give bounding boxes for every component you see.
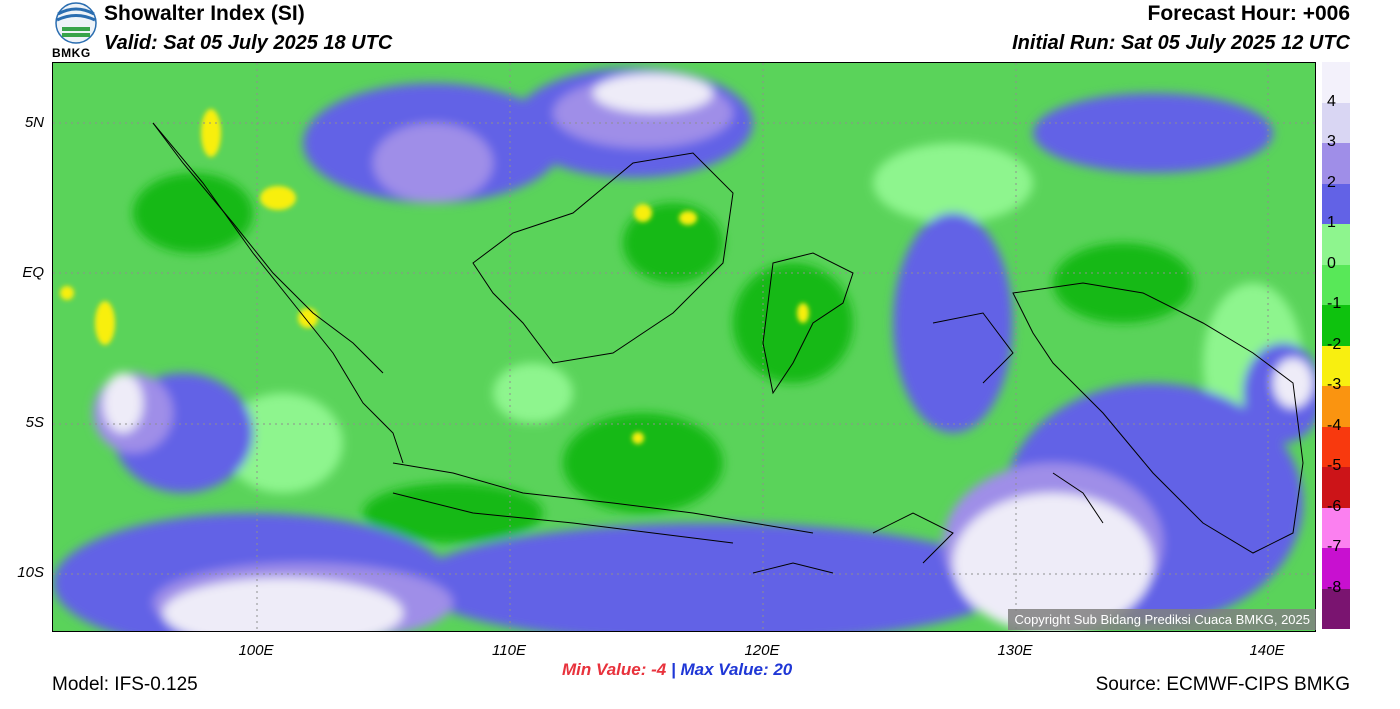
- lon-label: 120E: [744, 642, 780, 659]
- lon-label: 100E: [238, 642, 274, 659]
- max-value-label: Max Value: 20: [680, 660, 793, 679]
- min-value-label: Min Value: -4: [562, 660, 667, 679]
- colorbar-segment: [1322, 264, 1350, 305]
- colorbar-tick-label: -5: [1327, 457, 1342, 474]
- forecast-hour: Forecast Hour: +006: [1147, 2, 1351, 25]
- map-canvas: [53, 63, 1315, 631]
- logo-text: BMKG: [52, 46, 91, 60]
- lat-label: EQ: [22, 264, 44, 281]
- copyright-label: Copyright Sub Bidang Prediksi Cuaca BMKG…: [1008, 609, 1316, 630]
- model-label: Model: IFS-0.125: [52, 674, 198, 695]
- lat-label: 5N: [24, 114, 44, 131]
- initial-run: Initial Run: Sat 05 July 2025 12 UTC: [1012, 32, 1350, 54]
- colorbar-segment: [1322, 548, 1350, 589]
- source-label: Source: ECMWF-CIPS BMKG: [1095, 674, 1350, 695]
- colorbar-tick-label: -7: [1327, 538, 1342, 555]
- valid-time: Valid: Sat 05 July 2025 18 UTC: [104, 32, 393, 54]
- colorbar-tick-label: -6: [1327, 497, 1342, 515]
- colorbar-segment: [1322, 62, 1350, 103]
- colorbar-segment: [1322, 183, 1350, 224]
- colorbar-tick-label: -1: [1327, 295, 1342, 312]
- bmkg-logo: [52, 2, 100, 58]
- colorbar-segment: [1322, 467, 1350, 508]
- colorbar-segment: [1322, 143, 1350, 184]
- colorbar-tick-label: 4: [1327, 92, 1336, 110]
- colorbar-segment: [1322, 305, 1350, 346]
- separator: |: [670, 660, 676, 679]
- colorbar-tick-label: -3: [1327, 376, 1342, 393]
- colorbar-segment: [1322, 588, 1350, 629]
- colorbar-segment: [1322, 386, 1350, 427]
- lat-label: 10S: [17, 564, 44, 581]
- colorbar-tick-label: -2: [1327, 335, 1342, 353]
- colorbar-segment: [1322, 102, 1350, 143]
- map-title: Showalter Index (SI): [104, 2, 305, 25]
- showalter-map: [52, 62, 1316, 632]
- lon-label: 140E: [1249, 642, 1285, 659]
- colorbar-segment: [1322, 224, 1350, 265]
- colorbar-tick-label: 1: [1327, 214, 1336, 231]
- colorbar-tick-label: 2: [1327, 173, 1336, 191]
- colorbar-tick-label: 0: [1327, 254, 1336, 272]
- lat-label: 5S: [25, 414, 44, 431]
- coastlines: [152, 122, 1304, 574]
- colorbar-tick-label: -4: [1327, 416, 1342, 434]
- colorbar: [1322, 62, 1350, 629]
- colorbar-segment: [1322, 426, 1350, 467]
- lon-label: 130E: [997, 642, 1033, 659]
- colorbar-tick-label: 3: [1327, 133, 1336, 150]
- colorbar-tick-label: -8: [1327, 578, 1342, 596]
- colorbar-segment: [1322, 507, 1350, 548]
- lon-label: 110E: [492, 642, 526, 659]
- min-max-values: Min Value: -4 | Max Value: 20: [562, 660, 792, 680]
- colorbar-segment: [1322, 345, 1350, 386]
